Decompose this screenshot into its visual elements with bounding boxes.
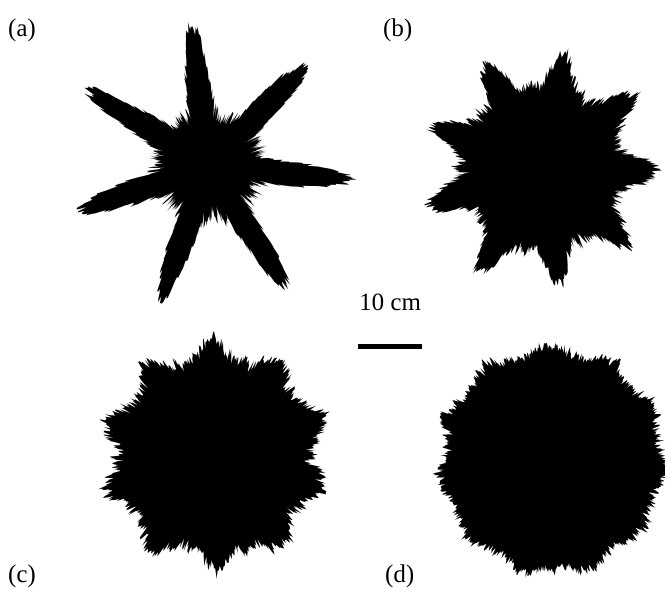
panel-label: (c) [8,561,36,588]
pattern [424,48,662,288]
page: {"panels": [{"label": "(a)"}, {"label": … [0,0,665,589]
scale-bar [358,344,422,349]
figure: (a) (b) (c) (d) 10 cm [0,0,665,589]
panel-label: (d) [385,561,414,588]
pattern [98,331,330,579]
panel-label: (b) [383,15,412,42]
pattern [432,342,665,577]
panel-label: (a) [8,15,36,42]
pattern [76,22,357,304]
scale-bar-label: 10 cm [359,289,421,316]
